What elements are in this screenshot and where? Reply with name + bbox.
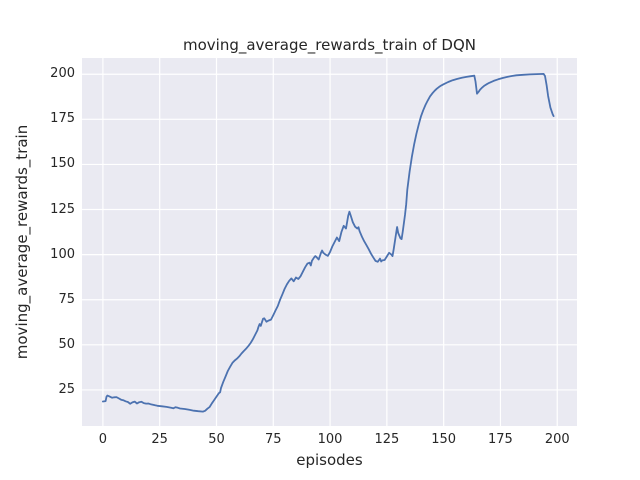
x-tick-label: 0 <box>98 432 108 447</box>
y-tick-label: 125 <box>50 201 75 217</box>
y-tick-label: 50 <box>58 336 75 352</box>
y-tick-label: 150 <box>50 156 75 172</box>
x-tick-label: 200 <box>544 432 570 447</box>
y-axis-label: moving_average_rewards_train <box>13 124 31 360</box>
y-tick-label: 25 <box>58 381 75 397</box>
x-tick-label: 100 <box>317 432 343 447</box>
x-tick-label: 125 <box>374 432 400 447</box>
series-line <box>102 73 555 413</box>
data-line-moving_average_rewards_train <box>102 73 555 413</box>
x-tick-label: 75 <box>264 432 282 447</box>
x-tick-label: 50 <box>208 432 225 447</box>
x-tick-label: 175 <box>488 432 513 447</box>
y-tick-label: 100 <box>50 246 75 262</box>
x-tick-label: 25 <box>151 432 168 447</box>
x-axis-label: episodes <box>296 451 363 469</box>
y-tick-label: 75 <box>58 291 75 307</box>
y-tick-label: 200 <box>50 66 75 82</box>
gridlines <box>82 58 577 426</box>
x-tick-label: 150 <box>431 432 457 447</box>
chart-title: moving_average_rewards_train of DQN <box>182 36 477 54</box>
y-tick-label: 175 <box>50 111 75 127</box>
